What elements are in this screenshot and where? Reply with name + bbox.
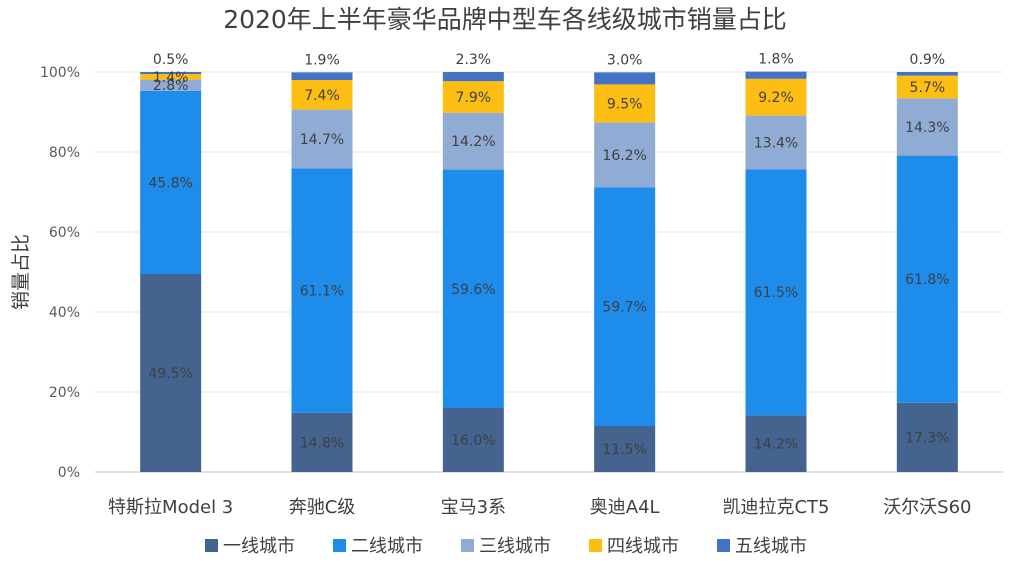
legend-swatch (717, 539, 730, 552)
data-label: 9.5% (607, 96, 643, 112)
data-label: 45.8% (148, 175, 192, 191)
y-tick-label: 0% (58, 465, 80, 481)
x-category-label: 奔驰C级 (289, 497, 356, 518)
bar-segment (896, 155, 958, 403)
data-label: 61.5% (754, 285, 798, 301)
legend-swatch (205, 539, 218, 552)
bar-segment (140, 90, 202, 274)
x-category-label: 凯迪拉克CT5 (722, 497, 829, 518)
data-label: 14.2% (451, 134, 495, 150)
legend: 一线城市 二线城市 三线城市 四线城市 五线城市 (205, 536, 807, 557)
bar-segment (140, 74, 202, 80)
bars (140, 71, 958, 472)
data-label: 1.9% (304, 52, 340, 68)
bar-segment (291, 168, 353, 413)
bar-segment (140, 274, 202, 472)
data-label: 49.5% (148, 366, 192, 382)
legend-label: 五线城市 (735, 536, 807, 557)
chart-title: 2020年上半年豪华品牌中型车各线级城市销量占比 (223, 5, 787, 34)
x-axis-categories: 特斯拉Model 3 奔驰C级 宝马3系 奥迪A4L 凯迪拉克CT5 沃尔沃S60 (108, 497, 971, 518)
data-label: 14.2% (754, 437, 798, 453)
data-label: 1.4% (153, 70, 189, 86)
bar-segment (291, 80, 353, 110)
data-label: 14.7% (300, 132, 344, 148)
bar-segment (594, 426, 656, 472)
data-label: 59.7% (602, 300, 646, 316)
bar-segment (594, 72, 656, 85)
legend-label: 四线城市 (607, 536, 679, 557)
bar-segment (594, 84, 656, 123)
data-label: 5.7% (910, 80, 946, 96)
data-label: 17.3% (905, 430, 949, 446)
bar-segment (140, 72, 202, 74)
bar-segment (442, 408, 504, 472)
data-label: 0.9% (910, 52, 946, 68)
data-label: 61.1% (300, 284, 344, 300)
data-label: 2.8% (153, 78, 189, 94)
bar-segment (745, 115, 807, 170)
bar-segment (745, 415, 807, 472)
data-label: 9.2% (758, 90, 794, 106)
legend-swatch (333, 539, 346, 552)
data-labels: 49.5% 45.8% 2.8%1.4% 0.5% 14.8% 61.1% 14.7% 7.4… (148, 52, 949, 458)
y-tick-label: 60% (49, 225, 80, 241)
bar-segment (745, 78, 807, 116)
data-label: 14.3% (905, 120, 949, 136)
bar-segment (291, 72, 353, 80)
grid (95, 71, 1003, 473)
y-tick-label: 100% (40, 65, 80, 81)
data-label: 14.8% (300, 435, 344, 451)
bar-segment (896, 72, 958, 76)
x-category-label: 特斯拉Model 3 (108, 497, 233, 518)
bar-segment (896, 75, 958, 99)
legend-label: 二线城市 (351, 536, 423, 557)
y-axis-ticks: 0% 20% 40% 60% 80% 100% (40, 65, 80, 481)
bar-segment (594, 122, 656, 188)
x-category-label: 宝马3系 (441, 497, 506, 518)
bar-segment (442, 112, 504, 170)
bar-segment (896, 402, 958, 472)
bar-segment (291, 109, 353, 169)
legend-swatch (461, 539, 474, 552)
legend-label: 三线城市 (479, 536, 551, 557)
data-label: 61.8% (905, 272, 949, 288)
data-label: 7.4% (304, 88, 340, 104)
bar-segment (594, 187, 656, 426)
y-axis-label: 销量占比 (10, 234, 32, 310)
legend-swatch (589, 539, 602, 552)
bar-segment (442, 72, 504, 82)
x-category-label: 奥迪A4L (590, 497, 660, 518)
bar-segment (896, 98, 958, 156)
bar-segment (140, 79, 202, 91)
y-tick-label: 40% (49, 305, 80, 321)
data-label: 16.2% (602, 148, 646, 164)
data-label: 16.0% (451, 433, 495, 449)
bar-segment (291, 412, 353, 472)
data-label: 7.9% (456, 90, 492, 106)
bar-segment (442, 169, 504, 408)
y-tick-label: 20% (49, 385, 80, 401)
data-label: 13.4% (754, 135, 798, 151)
data-label: 3.0% (607, 52, 643, 68)
bar-segment (745, 71, 807, 79)
data-label: 11.5% (602, 442, 646, 458)
bar-segment (442, 81, 504, 113)
legend-label: 一线城市 (223, 536, 295, 557)
x-category-label: 沃尔沃S60 (883, 497, 971, 518)
data-label: 1.8% (758, 52, 794, 68)
data-label: 0.5% (153, 52, 189, 68)
bar-segment (745, 169, 807, 416)
data-label: 2.3% (456, 52, 492, 68)
y-tick-label: 80% (49, 145, 80, 161)
data-label: 59.6% (451, 282, 495, 298)
